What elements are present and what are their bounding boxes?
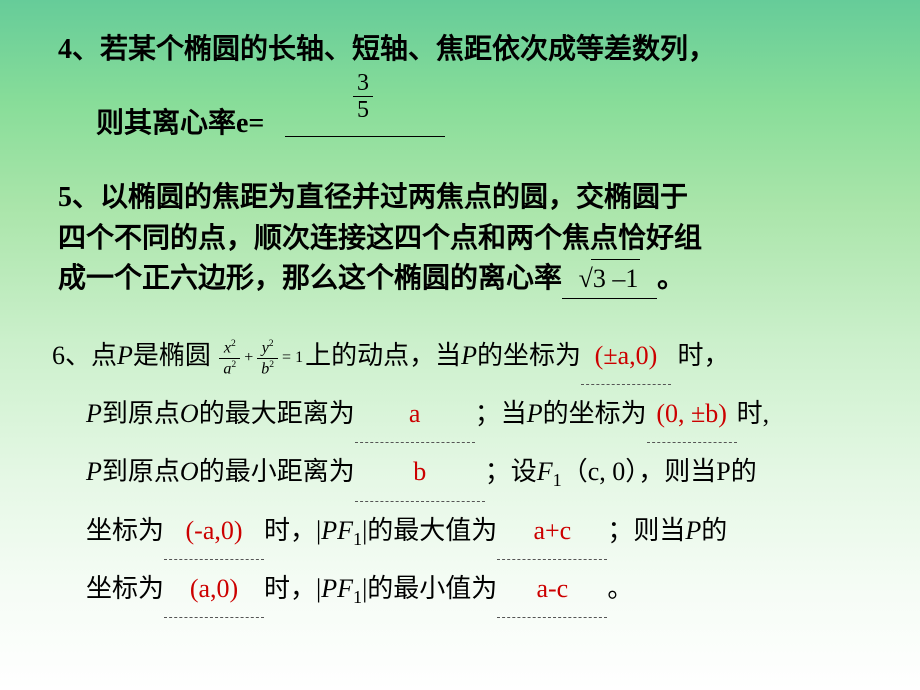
q6-line3: P到原点O的最小距离为b；设F1（c, 0），则当P的 [52, 443, 885, 501]
frac-x2a2: x2 a2 [219, 339, 240, 377]
q4-prefix: 则其离心率e= [96, 101, 264, 141]
q5-block: 5、以椭圆的焦距为直径并过两焦点的圆，交椭圆于 四个不同的点，顺次连接这四个点和… [58, 178, 870, 300]
q6-blank5: (-a,0) [164, 502, 264, 560]
q6-line1: 6、点P是椭圆 x2 a2 + y2 b2 = 1 上的动点，当P的坐标为(±a… [52, 327, 885, 385]
q4-line1: 4、若某个椭圆的长轴、短轴、焦距依次成等差数列， [58, 28, 880, 73]
q5-line-c: 成一个正六边形，那么这个椭圆的离心率√3 –1。 [58, 259, 870, 300]
q6-line5: 坐标为(a,0)时，|PF1|的最小值为a-c。 [52, 560, 885, 618]
frac-y2b2: y2 b2 [257, 339, 278, 377]
q4-answer-frac: 3 5 [353, 71, 373, 122]
q5-line-b: 四个不同的点，顺次连接这四个点和两个焦点恰好组 [58, 219, 870, 260]
q5-line-a: 5、以椭圆的焦距为直径并过两焦点的圆，交椭圆于 [58, 178, 870, 219]
q5-answer: √3 –1 [562, 259, 657, 299]
q6-blank2: a [355, 385, 475, 443]
sqrt-icon: √3 –1 [579, 259, 641, 298]
q6-block: 6、点P是椭圆 x2 a2 + y2 b2 = 1 上的动点，当P的坐标为(±a… [52, 327, 885, 618]
q6-blank4: b [355, 443, 485, 501]
q4-frac-den: 5 [353, 97, 373, 122]
q6-blank8: a-c [497, 560, 607, 618]
q6-blank3: (0, ±b) [647, 385, 737, 443]
q4-block: 4、若某个椭圆的长轴、短轴、焦距依次成等差数列， 则其离心率e= 3 5 [58, 28, 880, 141]
q6-blank1: (±a,0) [581, 327, 671, 385]
q6-blank7: (a,0) [164, 560, 264, 618]
q4-frac-num: 3 [353, 71, 373, 97]
q6-blank6: a+c [497, 502, 607, 560]
q6-line2: P到原点O的最大距离为a；当P的坐标为(0, ±b)时, [52, 385, 885, 443]
q6-line4: 坐标为(-a,0)时，|PF1|的最大值为a+c；则当P的 [52, 502, 885, 560]
